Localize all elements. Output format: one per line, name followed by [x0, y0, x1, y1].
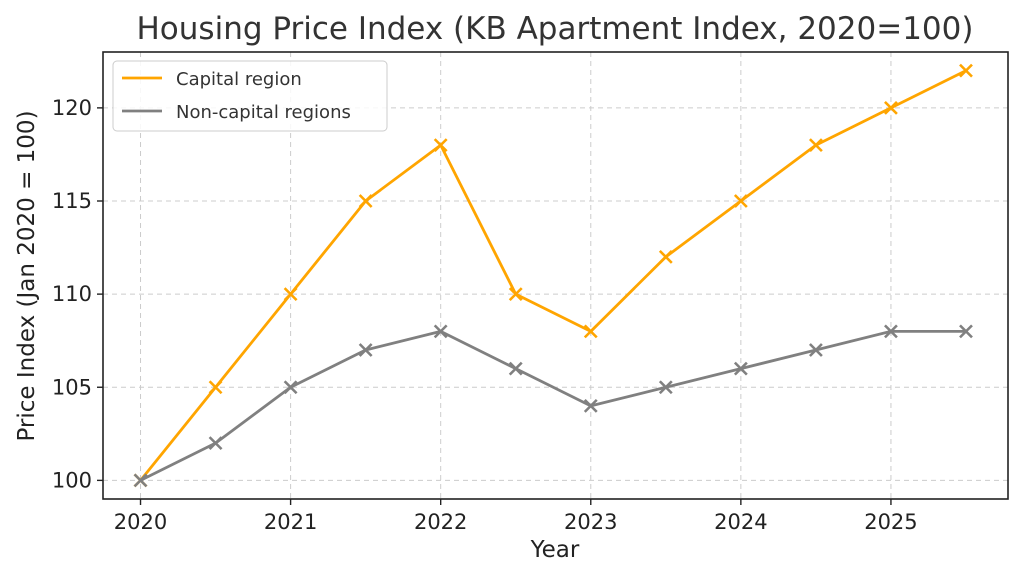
data-point-capital-region-11	[959, 63, 973, 78]
y-tick-label-105: 105	[52, 375, 92, 399]
legend-box	[112, 60, 388, 132]
data-point-non-capital-regions-9	[808, 343, 823, 357]
data-point-non-capital-regions-5	[508, 361, 523, 376]
y-tick-label-110: 110	[52, 282, 92, 306]
x-axis-label: Year	[530, 537, 580, 563]
y-tick-label-100: 100	[52, 468, 92, 492]
plot-frame	[102, 51, 1009, 500]
y-tick-label-115: 115	[52, 189, 92, 213]
data-point-capital-region-1	[208, 380, 223, 395]
legend-label-non-capital-regions: Non-capital regions	[176, 102, 351, 123]
chart-title: Housing Price Index (KB Apartment Index,…	[137, 11, 974, 47]
series-line-non-capital-regions	[139, 329, 966, 482]
data-point-non-capital-regions-3	[358, 343, 373, 357]
x-tick-label-2020: 2020	[114, 510, 167, 534]
data-point-non-capital-regions-8	[733, 361, 748, 376]
series-layer	[133, 63, 973, 488]
data-point-capital-region-2	[283, 287, 298, 302]
x-tick-label-2021: 2021	[264, 510, 317, 534]
data-point-capital-region-3	[358, 194, 373, 208]
data-point-non-capital-regions-10	[884, 324, 898, 339]
x-tick-label-2022: 2022	[414, 510, 467, 534]
data-point-non-capital-regions-2	[283, 380, 298, 395]
x-tick-label-2024: 2024	[714, 510, 767, 534]
data-point-capital-region-4	[433, 138, 448, 153]
axis-ticks: 2020 2021 2022 2023 2024 2025 100 105 110 115 120	[52, 96, 918, 534]
data-point-capital-region-9	[808, 138, 823, 153]
data-point-capital-region-6	[583, 324, 598, 339]
x-tick-label-2025: 2025	[864, 510, 917, 534]
legend: Capital region Non-capital regions	[112, 60, 388, 132]
data-point-capital-region-10	[884, 100, 898, 115]
data-point-non-capital-regions-1	[208, 436, 223, 451]
x-tick-label-2023: 2023	[564, 510, 617, 534]
data-point-non-capital-regions-6	[583, 398, 598, 413]
data-point-capital-region-7	[658, 249, 673, 264]
legend-label-capital-region: Capital region	[176, 69, 302, 90]
data-point-non-capital-regions-0	[133, 473, 148, 488]
y-axis-label: Price Index (Jan 2020 = 100)	[14, 110, 40, 441]
data-point-capital-region-5	[508, 287, 523, 302]
data-point-non-capital-regions-4	[433, 324, 448, 339]
data-point-non-capital-regions-11	[959, 324, 973, 339]
y-tick-label-120: 120	[52, 96, 92, 120]
data-point-non-capital-regions-7	[658, 380, 673, 395]
data-point-capital-region-8	[733, 194, 748, 208]
series-line-capital-region	[139, 69, 967, 482]
